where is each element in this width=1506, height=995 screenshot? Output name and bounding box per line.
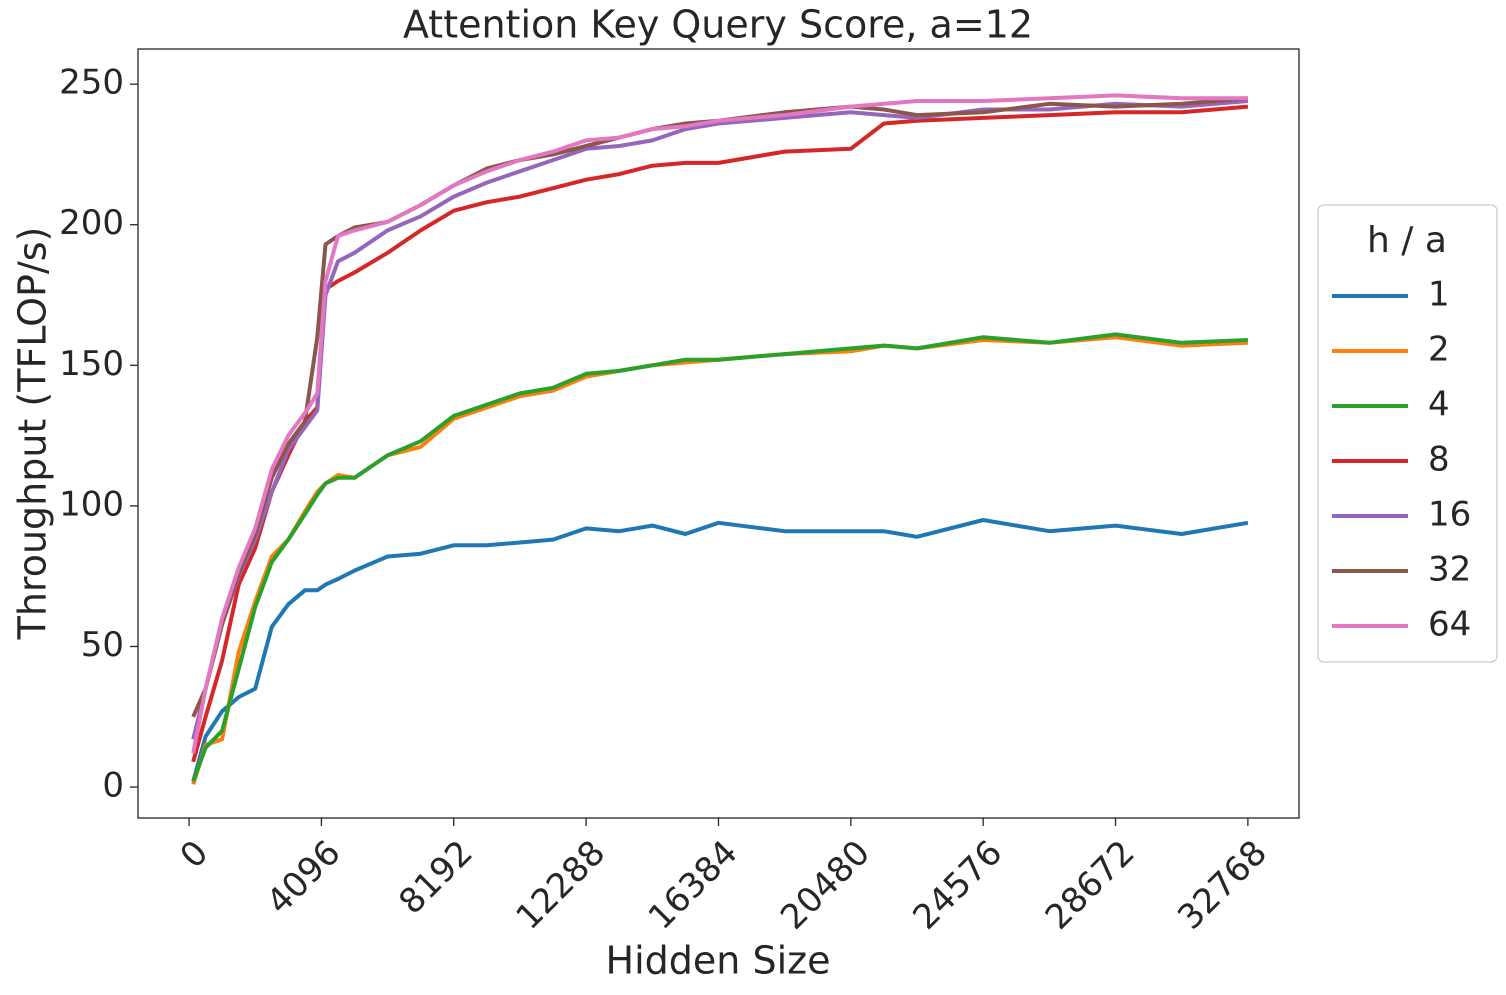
- y-tick-label: 250: [59, 63, 124, 103]
- chart-title: Attention Key Query Score, a=12: [403, 3, 1033, 47]
- y-axis-label: Throughput (TFLOP/s): [11, 227, 55, 641]
- series-line: [191, 518, 1249, 782]
- series-line: [191, 332, 1248, 783]
- legend-label: 1: [1428, 275, 1450, 315]
- legend-label: 2: [1428, 330, 1450, 370]
- y-tick-label: 50: [81, 625, 124, 665]
- legend-label: 4: [1428, 385, 1450, 425]
- series-line: [191, 99, 1249, 740]
- legend-box: [1317, 204, 1498, 663]
- x-axis-label: Hidden Size: [606, 939, 831, 983]
- legend-title: h / a: [1367, 220, 1447, 261]
- y-tick-label: 0: [102, 766, 124, 806]
- legend-label: 16: [1428, 495, 1471, 535]
- y-tick-label: 150: [59, 344, 124, 384]
- legend-label: 64: [1428, 605, 1471, 645]
- y-tick-label: 100: [59, 484, 124, 524]
- series-line: [191, 93, 1248, 754]
- legend-label: 8: [1428, 440, 1450, 480]
- legend-label: 32: [1428, 550, 1471, 590]
- y-tick-label: 200: [59, 203, 124, 243]
